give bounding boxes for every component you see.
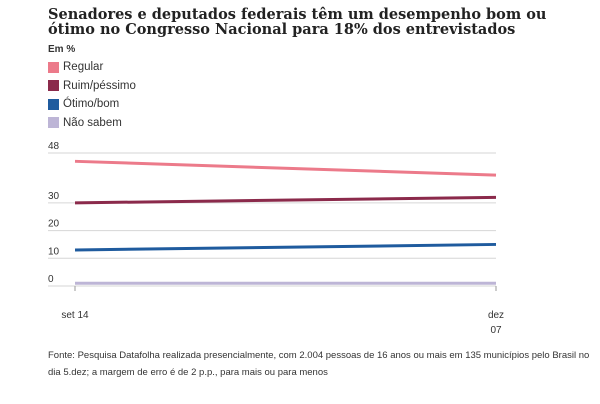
- series-line: [74, 242, 497, 252]
- legend-label: Não sabem: [63, 116, 122, 129]
- source-note: Fonte: Pesquisa Datafolha realizada pres…: [48, 350, 590, 378]
- legend-item: Regular: [48, 58, 136, 77]
- chart-title: Senadores e deputados federais têm um de…: [48, 6, 547, 38]
- x-axis: set 14 dez 07: [61, 286, 504, 336]
- legend-label: Ótimo/bom: [63, 98, 120, 111]
- legend-swatch: [48, 98, 59, 110]
- y-tick-label: 48: [48, 141, 60, 152]
- legend-item: Ruim/péssimo: [48, 77, 136, 96]
- series-line: [74, 159, 497, 177]
- y-tick-label: 10: [48, 246, 60, 257]
- legend: Regular Ruim/péssimo Ótimo/bom Não sabem: [48, 58, 136, 132]
- legend-swatch: [48, 117, 59, 129]
- y-tick-label: 30: [48, 191, 60, 202]
- legend-swatch: [48, 61, 59, 73]
- legend-label: Ruim/péssimo: [63, 79, 136, 92]
- legend-item: Não sabem: [48, 114, 136, 133]
- plot-series: [74, 159, 497, 285]
- legend-item: Ótimo/bom: [48, 95, 136, 114]
- series-line: [74, 195, 497, 205]
- x-tick-label: dez: [488, 310, 504, 321]
- x-tick-label: set 14: [61, 310, 89, 321]
- legend-label: Regular: [63, 61, 104, 74]
- y-tick-label: 0: [48, 274, 54, 285]
- unit-label: Em %: [48, 44, 76, 55]
- y-axis: 0 10 20 30 48: [48, 141, 60, 285]
- legend-swatch: [48, 80, 59, 92]
- x-tick-label: 07: [490, 325, 502, 336]
- y-tick-label: 20: [48, 219, 60, 230]
